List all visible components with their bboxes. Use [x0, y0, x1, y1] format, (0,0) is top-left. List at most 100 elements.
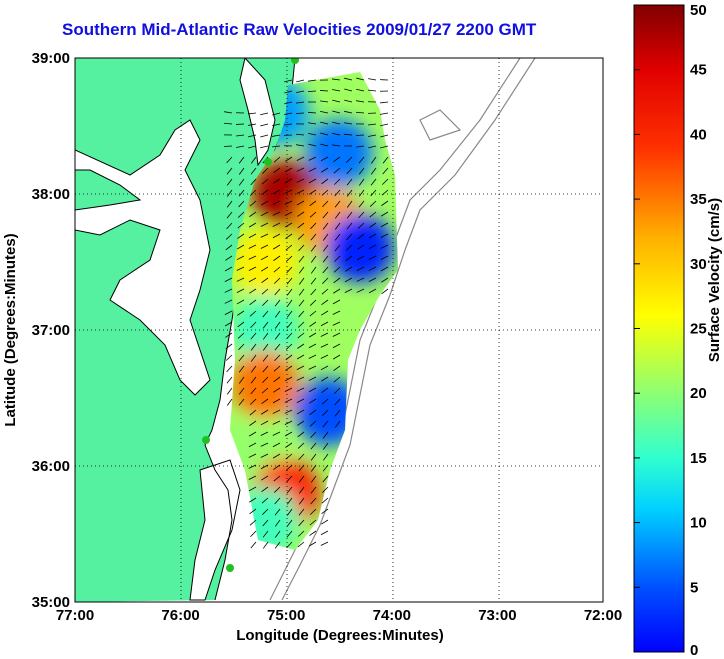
colorbar-tick-label: 50 — [690, 2, 707, 19]
velocity-arrow — [321, 299, 329, 306]
velocity-arrow — [284, 101, 293, 105]
x-tick-label: 77:00 — [56, 607, 94, 624]
velocity-arrow — [357, 222, 365, 229]
velocity-arrow — [225, 332, 233, 338]
velocity-arrow — [249, 211, 257, 217]
velocity-arrow — [236, 288, 245, 293]
velocity-arrow — [285, 442, 293, 448]
velocity-arrow — [368, 233, 377, 239]
velocity-arrow — [238, 387, 245, 395]
velocity-arrow — [248, 112, 257, 115]
velocity-arrow — [344, 88, 353, 92]
velocity-arrow — [237, 211, 245, 218]
y-tick-label: 39:00 — [32, 50, 70, 67]
velocity-arrow — [248, 431, 257, 437]
velocity-arrow — [260, 134, 269, 138]
velocity-arrow — [332, 78, 341, 81]
velocity-arrow — [248, 145, 257, 149]
velocity-arrow — [334, 398, 341, 406]
velocity-arrow — [286, 541, 293, 549]
velocity-arrow — [226, 189, 233, 197]
velocity-arrow — [250, 365, 257, 373]
velocity-arrow — [237, 233, 245, 239]
velocity-arrow — [321, 387, 329, 394]
velocity-arrow — [238, 376, 245, 384]
velocity-arrow — [320, 100, 329, 103]
y-axis-label: Latitude (Degrees:Minutes) — [2, 233, 19, 426]
velocity-arrow — [249, 310, 257, 317]
delaware-bay — [239, 58, 276, 167]
velocity-arrow — [272, 134, 281, 137]
velocity-arrow — [262, 310, 269, 318]
velocity-arrow — [249, 409, 257, 416]
velocity-arrow — [308, 156, 317, 161]
velocity-arrow — [334, 387, 341, 394]
velocity-arrow — [308, 343, 317, 349]
velocity-arrow — [296, 189, 305, 194]
velocity-arrow — [273, 167, 281, 174]
velocity-arrow — [368, 244, 377, 250]
velocity-arrow — [368, 134, 377, 137]
velocity-arrow — [310, 222, 317, 230]
colorbar-tick-label: 45 — [690, 62, 707, 79]
velocity-arrow — [346, 200, 353, 208]
velocity-arrow — [248, 233, 257, 239]
velocity-arrow — [296, 365, 305, 371]
y-tick-label: 36:00 — [32, 458, 70, 475]
velocity-arrow — [261, 288, 269, 295]
velocity-arrow — [322, 475, 329, 483]
velocity-arrow — [249, 519, 257, 526]
velocity-arrow — [298, 244, 305, 252]
velocity-arrow — [322, 211, 329, 219]
velocity-arrow — [248, 134, 257, 138]
velocity-arrow — [296, 178, 305, 183]
velocity-arrow — [308, 167, 317, 172]
velocity-arrow — [250, 332, 257, 340]
velocity-arrow — [248, 222, 257, 228]
velocity-arrow — [272, 453, 281, 459]
velocity-arrow — [236, 266, 245, 271]
velocity-arrow — [368, 266, 377, 271]
velocity-arrow — [321, 167, 329, 173]
velocity-arrow — [248, 123, 257, 126]
velocity-arrow — [356, 88, 365, 92]
velocity-arrow — [308, 387, 317, 393]
velocity-arrow — [309, 530, 317, 536]
velocity-arrow — [368, 78, 377, 81]
velocity-arrow — [358, 178, 365, 186]
velocity-arrow — [368, 277, 377, 282]
velocity-arrow — [272, 442, 281, 448]
velocity-arrow — [309, 321, 317, 327]
velocity-arrow — [262, 321, 269, 329]
velocity-arrow — [297, 211, 305, 217]
velocity-arrow — [260, 266, 269, 272]
velocity-arrow — [358, 211, 365, 219]
velocity-arrow — [368, 123, 377, 126]
velocity-arrow — [297, 541, 305, 548]
velocity-arrow — [224, 299, 233, 304]
velocity-arrow — [248, 486, 257, 492]
velocity-arrow — [308, 354, 317, 359]
velocity-arrow — [380, 244, 389, 249]
velocity-arrow — [286, 497, 293, 505]
velocity-arrow — [333, 277, 341, 284]
velocity-arrow — [262, 530, 269, 538]
velocity-arrow — [262, 343, 269, 351]
velocity-arrow — [356, 100, 365, 103]
colorbar-ticks: 0 5 10 15 20 25 30 35 40 45 50 — [634, 2, 707, 659]
velocity-arrow — [286, 508, 293, 516]
velocity-arrow — [346, 167, 353, 175]
velocity-arrow — [356, 145, 365, 148]
velocity-arrow — [310, 442, 317, 450]
velocity-arrow — [296, 167, 305, 172]
x-axis-label: Longitude (Degrees:Minutes) — [236, 627, 444, 644]
velocity-arrow — [226, 398, 233, 406]
velocity-arrow — [298, 266, 305, 274]
velocity-arrow — [332, 110, 341, 114]
velocity-arrow — [345, 255, 353, 262]
x-tick-label: 72:00 — [584, 607, 622, 624]
colorbar-tick-label: 20 — [690, 385, 707, 402]
velocity-arrow — [320, 310, 329, 316]
velocity-arrow — [322, 442, 329, 450]
velocity-arrow — [238, 200, 245, 208]
